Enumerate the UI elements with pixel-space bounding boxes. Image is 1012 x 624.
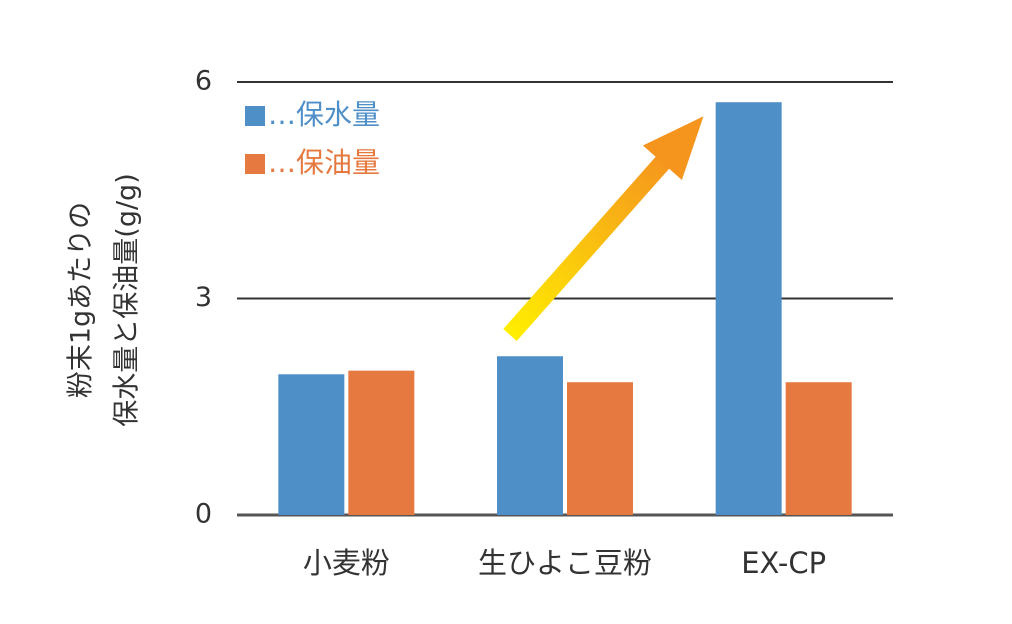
bar (715, 102, 782, 515)
bar (278, 374, 345, 515)
y-axis-label-line: 保水量と保油量(g/g) (112, 173, 143, 426)
y-axis-label: 粉末1gあたりの 保水量と保油量(g/g) (66, 173, 143, 426)
bar (348, 370, 415, 515)
legend-label: …保油量 (268, 146, 380, 179)
y-tick-label: 3 (195, 282, 212, 313)
trend-arrow (503, 116, 704, 341)
y-axis-label-line: 粉末1gあたりの (66, 202, 97, 398)
y-tick-label: 6 (195, 66, 212, 97)
legend-swatch (245, 106, 265, 126)
y-tick-label: 0 (195, 499, 212, 530)
x-tick-label: EX-CP (741, 546, 826, 580)
legend-swatch (245, 154, 265, 174)
x-tick-label: 小麦粉 (303, 546, 390, 580)
x-tick-label: 生ひよこ豆粉 (478, 546, 652, 580)
bar (785, 382, 852, 515)
bar (497, 356, 563, 515)
legend-label: …保水量 (268, 98, 380, 131)
bar (567, 382, 633, 515)
